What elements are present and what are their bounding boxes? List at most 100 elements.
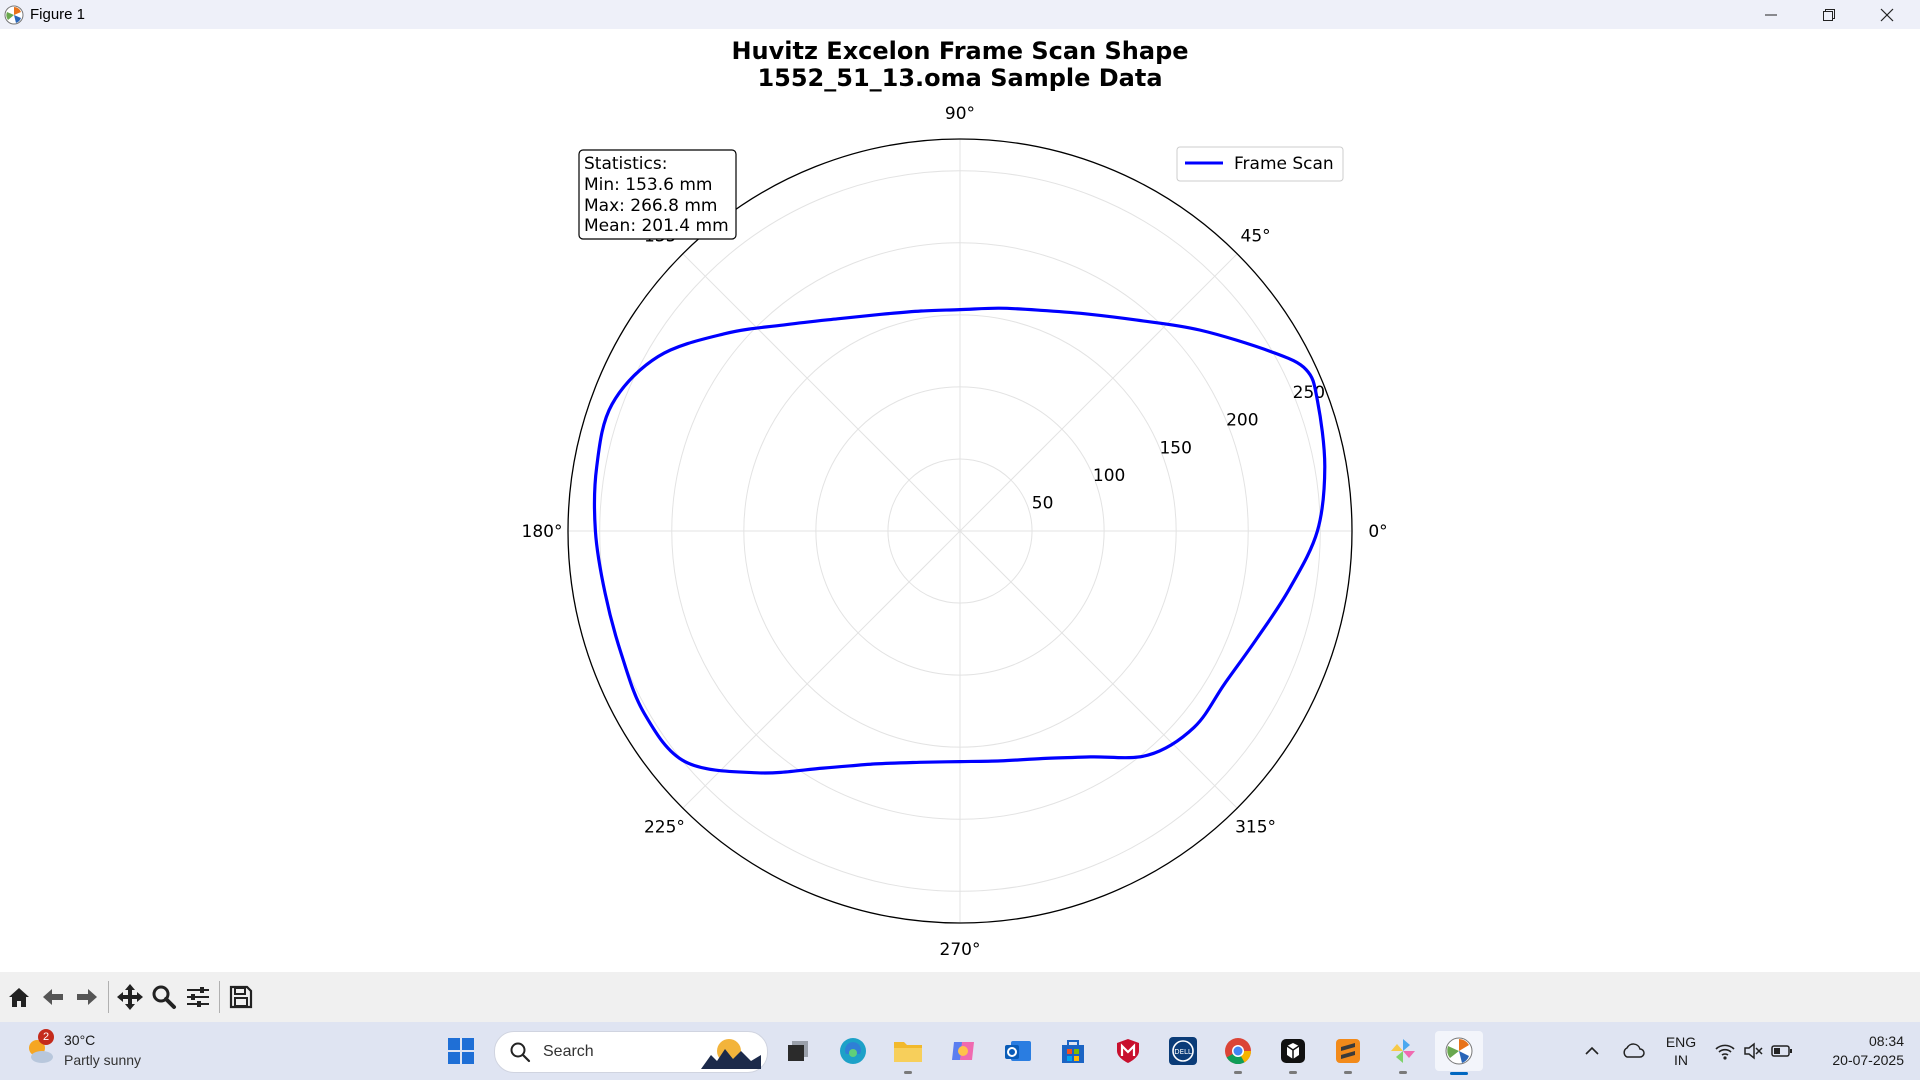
forward-button[interactable] [70,977,104,1017]
angle-tick-label: 270° [940,940,981,960]
copilot-icon [952,1042,974,1060]
close-icon [1880,8,1894,21]
stats-line-heading: Statistics: [584,154,667,174]
partly-sunny-icon [29,1040,53,1063]
language-region: IN [1674,1052,1688,1068]
dell-icon: DELL [1169,1037,1197,1065]
taskbar-app-store[interactable] [1053,1031,1093,1071]
taskbar-app-terminal[interactable] [1273,1031,1313,1074]
minimize-button[interactable] [1742,0,1800,29]
configure-subplots-icon [187,987,209,1007]
quick-settings-button[interactable] [1714,1022,1794,1080]
running-indicator [1399,1071,1407,1074]
radial-tick-label: 200 [1226,411,1258,431]
taskbar-app-python-figure[interactable] [1435,1031,1483,1075]
onedrive-button[interactable] [1618,1022,1648,1080]
weather-badge-count: 2 [42,1031,50,1043]
language-code: ENG [1665,1034,1697,1050]
language-indicator[interactable]: ENG IN [1660,1022,1702,1080]
back-button[interactable] [36,977,70,1017]
matplotlib-toolbar [0,972,1920,1022]
mcafee-shield-icon [1117,1039,1139,1063]
window-titlebar: Figure 1 [0,0,1920,29]
legend: Frame Scan [1176,146,1344,182]
chart-title-line-2: 1552_51_13.oma Sample Data [757,64,1162,92]
series-layer [592,306,1327,775]
taskbar-search-box[interactable]: Search [494,1031,768,1073]
minimize-icon [1765,14,1777,15]
stats-line-mean: Mean: 201.4 mm [584,216,729,236]
polar-frame [567,138,1353,924]
angle-tick-label: 225° [644,818,685,838]
weather-widget[interactable]: 2 30°C Partly sunny [24,1029,164,1073]
zoom-button[interactable] [147,977,181,1017]
taskbar-app-snipping-tool[interactable] [1383,1031,1423,1074]
angle-tick-label: 90° [945,104,975,124]
polar-plot: Huvitz Excelon Frame Scan Shape 1552_51_… [522,37,1388,960]
angular-gridline [959,530,1238,809]
restore-button[interactable] [1800,0,1858,29]
edge-icon [840,1038,866,1064]
stats-box: Statistics: Min: 153.6 mm Max: 266.8 mm … [578,149,737,240]
chevron-up-icon [1585,1046,1599,1055]
matplotlib-app-icon [1445,1037,1473,1065]
start-button[interactable] [441,1031,481,1071]
toolbar-separator [219,981,220,1013]
radial-gridline [887,458,1033,604]
taskbar-app-mcafee[interactable] [1108,1031,1148,1071]
pan-icon [117,984,143,1010]
taskbar-app-edge[interactable] [833,1031,873,1071]
windows-taskbar: 2 30°C Partly sunny Search [0,1022,1920,1080]
clock-date: 20-07-2025 [1832,1052,1904,1068]
weather-temp: 30°C [64,1032,96,1048]
chart-title-line-1: Huvitz Excelon Frame Scan Shape [731,37,1188,65]
taskbar-app-sublime[interactable] [1328,1031,1368,1074]
polar-tick-labels: 0°45°90°135°180°225°270°315°501001502002… [522,104,1388,960]
taskbar-app-outlook[interactable] [998,1031,1038,1071]
task-view-button[interactable] [778,1031,818,1071]
radial-gridline [599,170,1321,892]
taskbar-app-chrome[interactable] [1218,1031,1258,1074]
angle-tick-label: 315° [1235,818,1276,838]
configure-subplots-button[interactable] [181,977,215,1017]
angle-tick-label: 180° [522,522,563,542]
weather-desc: Partly sunny [64,1052,142,1068]
active-indicator [1450,1072,1468,1075]
sublime-text-icon [1336,1039,1360,1063]
search-highlight-icon [701,1039,761,1069]
close-button[interactable] [1858,0,1916,29]
show-hidden-icons-button[interactable] [1580,1022,1604,1080]
weather-badge: 2 [38,1029,54,1045]
taskbar-app-dell[interactable]: DELL [1163,1031,1203,1071]
microsoft-store-icon [1062,1040,1084,1063]
clock-time: 08:34 [1868,1033,1904,1049]
figure-canvas[interactable]: Huvitz Excelon Frame Scan Shape 1552_51_… [0,29,1920,972]
radial-gridline [671,242,1249,820]
radial-tick-label: 250 [1293,383,1325,403]
taskbar-app-file-explorer[interactable] [888,1031,928,1074]
home-button[interactable] [2,977,36,1017]
series-line-frame-scan [592,306,1327,775]
radial-gridline [743,314,1177,748]
legend-frame [1176,146,1344,182]
svg-text:DELL: DELL [1174,1048,1192,1056]
angular-gridline [682,530,961,809]
save-button[interactable] [224,977,258,1017]
angle-tick-label: 0° [1368,522,1387,542]
pinwheel-app-icon [1391,1039,1415,1063]
forward-arrow-icon [77,989,97,1005]
save-icon [229,985,253,1009]
clock[interactable]: 08:34 20-07-2025 [1808,1022,1904,1080]
task-view-icon [788,1041,808,1061]
angular-gridline [959,253,1238,532]
stats-line-max: Max: 266.8 mm [584,196,717,216]
pan-button[interactable] [113,977,147,1017]
zoom-icon [152,985,176,1009]
radial-tick-label: 100 [1093,466,1125,486]
window-title: Figure 1 [30,6,86,23]
polar-grid [567,138,1353,924]
running-indicator [1234,1071,1242,1074]
radial-gridline [815,386,1105,676]
battery-icon [1771,1045,1792,1057]
taskbar-app-copilot[interactable] [943,1031,983,1071]
